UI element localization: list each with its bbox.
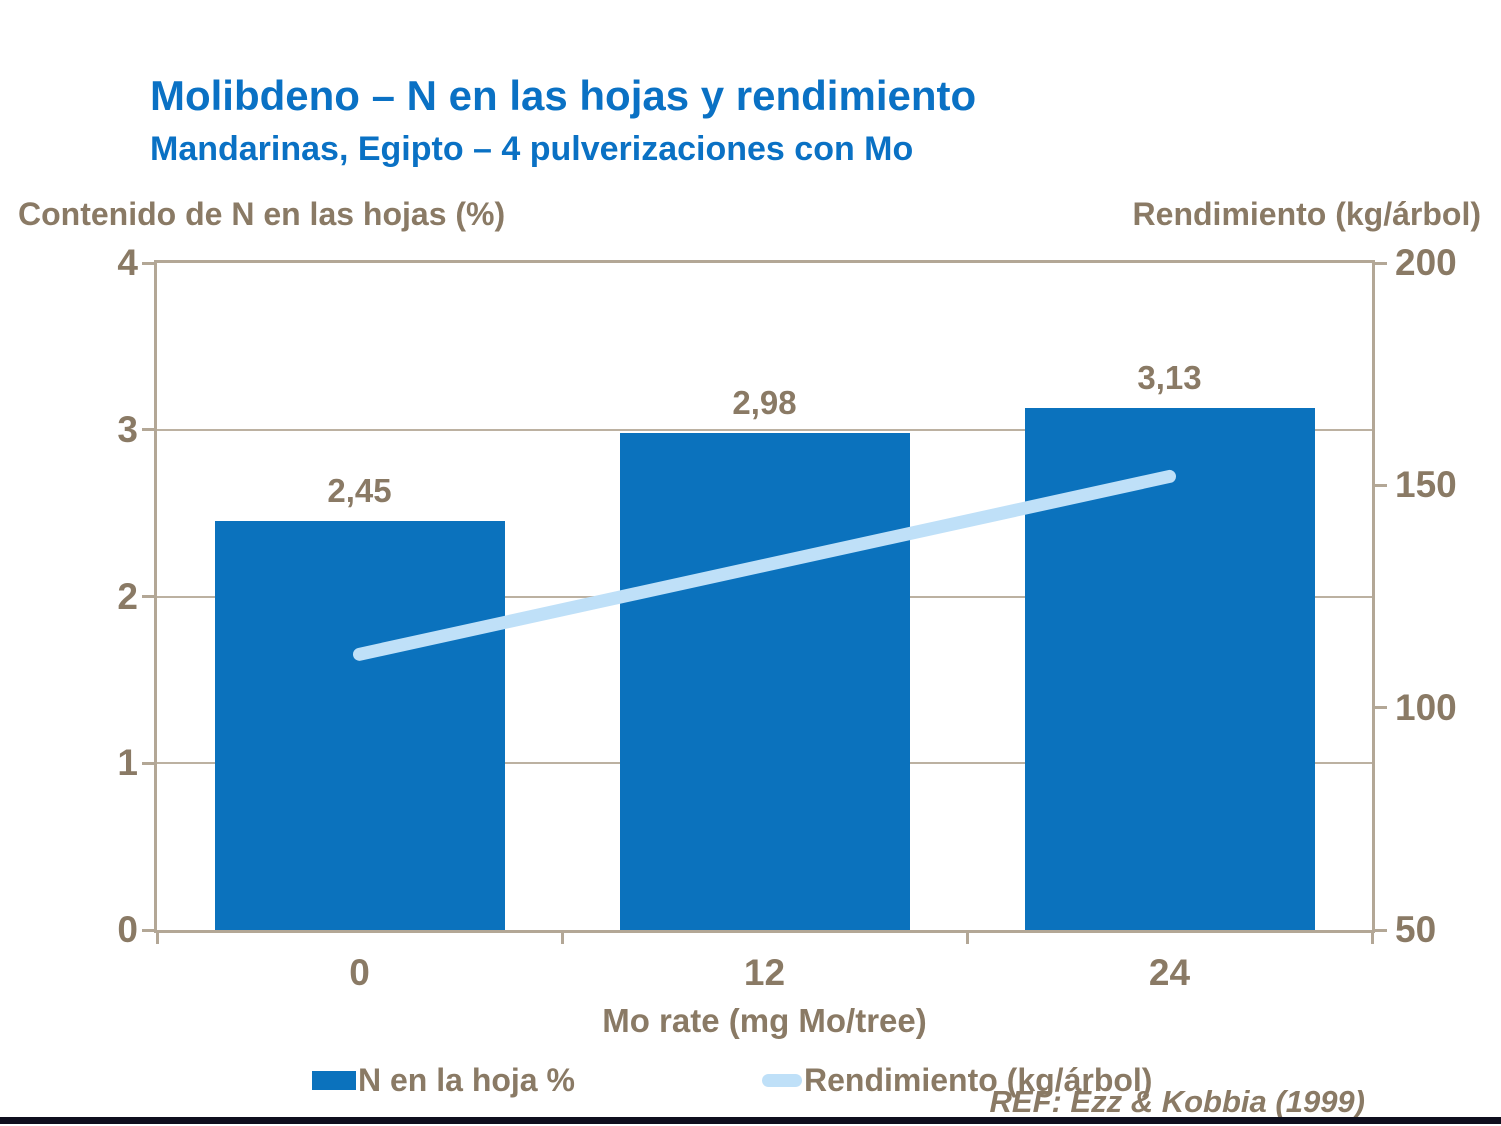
right-tick-label: 150 — [1395, 464, 1457, 506]
left-tick-mark — [142, 928, 154, 932]
legend-label-bar: N en la hoja % — [358, 1062, 575, 1098]
bar-12 — [619, 433, 910, 930]
left-tick-label: 2 — [117, 575, 138, 617]
bar-value-label: 3,13 — [1137, 359, 1202, 397]
left-tick-label: 3 — [117, 408, 138, 450]
bar-value-label: 2,45 — [327, 472, 392, 510]
left-tick-mark — [142, 595, 154, 598]
right-tick-mark — [1375, 261, 1387, 265]
legend-label-line: Rendimiento (kg/árbol) — [804, 1062, 1153, 1098]
right-tick-mark — [1375, 483, 1387, 487]
yield-line-series — [353, 469, 1176, 661]
slide-title: Molibdeno – N en las hojas y rendimiento — [150, 72, 977, 119]
x-category-label: 24 — [1148, 952, 1191, 993]
right-tick-label: 200 — [1395, 242, 1457, 283]
x-tick-mark — [965, 933, 969, 944]
x-tick-mark — [1370, 933, 1374, 944]
gridline — [157, 428, 1372, 431]
bar-value-label: 2,98 — [732, 384, 797, 422]
legend: N en la hoja % Rendimiento (kg/árbol) — [0, 1060, 1501, 1100]
right-tick-mark — [1375, 706, 1387, 710]
left-tick-label: 4 — [117, 242, 138, 283]
reference-text: REF: Ezz & Kobbia (1999) — [989, 1084, 1366, 1119]
footer-band — [0, 1117, 1501, 1124]
legend-item-bar: N en la hoja % — [312, 1060, 575, 1100]
right-axis-title: Rendimiento (kg/árbol) — [1132, 196, 1481, 232]
left-tick-mark — [142, 761, 154, 765]
bar-0 — [214, 521, 505, 930]
left-tick-mark — [142, 428, 154, 432]
bar-series-swatch-icon — [312, 1070, 356, 1090]
left-tick-label: 0 — [117, 909, 138, 950]
x-tick-mark — [560, 933, 564, 944]
right-tick-label: 50 — [1395, 909, 1437, 950]
slide-subtitle: Mandarinas, Egipto – 4 pulverizaciones c… — [150, 130, 914, 168]
left-tick-label: 1 — [117, 742, 138, 784]
left-axis-title: Contenido de N en las hojas (%) — [18, 196, 506, 232]
x-category-label: 0 — [349, 952, 370, 993]
line-series-marker-icon — [762, 1073, 802, 1087]
legend-item-line: Rendimiento (kg/árbol) — [762, 1060, 1152, 1100]
x-category-label: 12 — [743, 952, 786, 993]
left-tick-mark — [142, 261, 154, 265]
x-axis-title: Mo rate (mg Mo/tree) — [602, 1002, 927, 1039]
right-tick-mark — [1375, 928, 1387, 932]
x-tick-mark — [155, 933, 159, 944]
plot-area: 2,45 2,98 3,13 — [154, 260, 1375, 933]
right-tick-label: 100 — [1395, 686, 1457, 728]
